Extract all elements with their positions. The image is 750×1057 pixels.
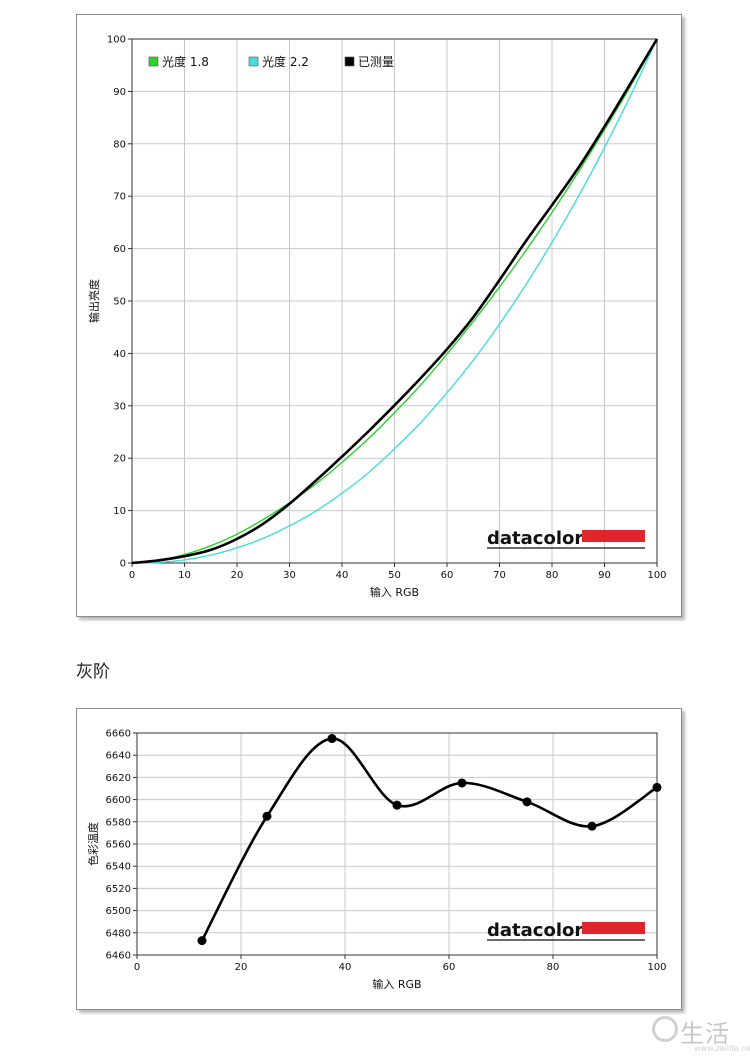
x-tick-label: 80 (546, 570, 559, 581)
x-tick-label: 0 (129, 570, 135, 581)
x-tick-label: 70 (493, 570, 506, 581)
y-tick-label: 20 (113, 454, 126, 465)
y-tick-label: 40 (113, 349, 126, 360)
y-tick-label: 6620 (106, 773, 131, 784)
data-point (587, 821, 597, 831)
y-tick-label: 6520 (106, 884, 131, 895)
datacolor-logo-text: datacolor (487, 528, 583, 549)
y-tick-label: 6580 (106, 817, 131, 828)
y-tick-label: 6540 (106, 862, 131, 873)
datacolor-logo-bar (582, 922, 645, 934)
datacolor-logo-bar (582, 530, 645, 542)
data-point (457, 778, 467, 788)
x-tick-label: 30 (283, 570, 296, 581)
data-point (652, 782, 662, 792)
x-tick-label: 60 (441, 570, 454, 581)
y-tick-label: 6640 (106, 751, 131, 762)
data-point (262, 811, 272, 821)
y-tick-label: 6560 (106, 840, 131, 851)
legend-label-0: 光度 1.8 (162, 54, 209, 69)
y-tick-label: 6480 (106, 928, 131, 939)
x-tick-label: 40 (336, 570, 349, 581)
x-axis-label: 输入 RGB (372, 977, 421, 991)
x-tick-label: 80 (547, 962, 560, 973)
data-point (327, 734, 337, 744)
y-tick-label: 50 (113, 297, 126, 308)
y-tick-label: 6600 (106, 795, 131, 806)
data-point (392, 800, 402, 810)
x-axis-label: 输入 RGB (370, 585, 419, 599)
y-tick-label: 80 (113, 139, 126, 150)
y-tick-label: 60 (113, 244, 126, 255)
grayscale-chart-panel: 0 20 40 60 80 100 6460 6480 6500 6520 6540 6560 6580… (76, 708, 682, 1010)
legend-swatch-0 (148, 56, 159, 67)
y-tick-label: 0 (120, 559, 126, 570)
x-tick-label: 20 (235, 962, 248, 973)
legend-swatch-2 (344, 56, 355, 67)
watermark-logo-icon (652, 1016, 678, 1042)
x-tick-label: 90 (598, 570, 611, 581)
gamma-chart: 0 10 20 30 40 50 60 70 80 90 100 0 10 20 30 40 50 60 70 80 9… (87, 35, 667, 600)
site-watermark: 生活 www.zeilife.net (650, 1012, 750, 1057)
series-line-0 (131, 38, 658, 564)
y-tick-label: 6500 (106, 906, 131, 917)
watermark-text: 生活 (680, 1020, 730, 1048)
y-tick-label: 6660 (106, 729, 131, 740)
y-tick-label: 10 (113, 506, 126, 517)
section-title: 灰阶 (76, 662, 110, 682)
datacolor-logo-text: datacolor (487, 920, 583, 941)
y-tick-label: 70 (113, 192, 126, 203)
gamma-chart-panel: 0 10 20 30 40 50 60 70 80 90 100 0 10 20 30 40 50 60 70 80 9… (76, 14, 682, 617)
x-tick-label: 50 (388, 570, 401, 581)
x-tick-label: 60 (443, 962, 456, 973)
data-point (197, 936, 207, 946)
y-tick-label: 30 (113, 401, 126, 412)
y-tick-label: 6460 (106, 951, 131, 962)
x-tick-label: 100 (647, 570, 666, 581)
series-line-2 (131, 38, 659, 565)
data-point (522, 797, 532, 807)
x-tick-label: 10 (178, 570, 191, 581)
series-line-1 (131, 38, 658, 564)
watermark-url: www.zeilife.net (694, 1044, 750, 1053)
y-tick-label: 90 (113, 87, 126, 98)
y-axis-label: 输出亮度 (87, 279, 101, 323)
y-axis-label: 色彩温度 (86, 822, 100, 866)
legend-label-2: 已测量 (358, 55, 394, 69)
legend-swatch-1 (248, 56, 259, 67)
x-tick-label: 100 (647, 962, 666, 973)
grayscale-chart: 0 20 40 60 80 100 6460 6480 6500 6520 6540 6560 6580… (86, 729, 667, 992)
legend-label-1: 光度 2.2 (262, 54, 309, 69)
x-tick-label: 0 (134, 962, 140, 973)
x-tick-label: 40 (339, 962, 352, 973)
x-tick-label: 20 (231, 570, 244, 581)
y-tick-label: 100 (107, 35, 126, 46)
